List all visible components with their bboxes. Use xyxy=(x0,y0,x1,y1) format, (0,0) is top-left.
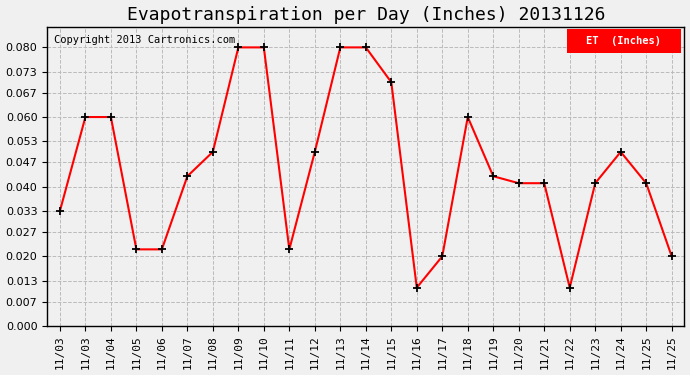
Title: Evapotranspiration per Day (Inches) 20131126: Evapotranspiration per Day (Inches) 2013… xyxy=(126,6,605,24)
Text: Copyright 2013 Cartronics.com: Copyright 2013 Cartronics.com xyxy=(54,36,235,45)
